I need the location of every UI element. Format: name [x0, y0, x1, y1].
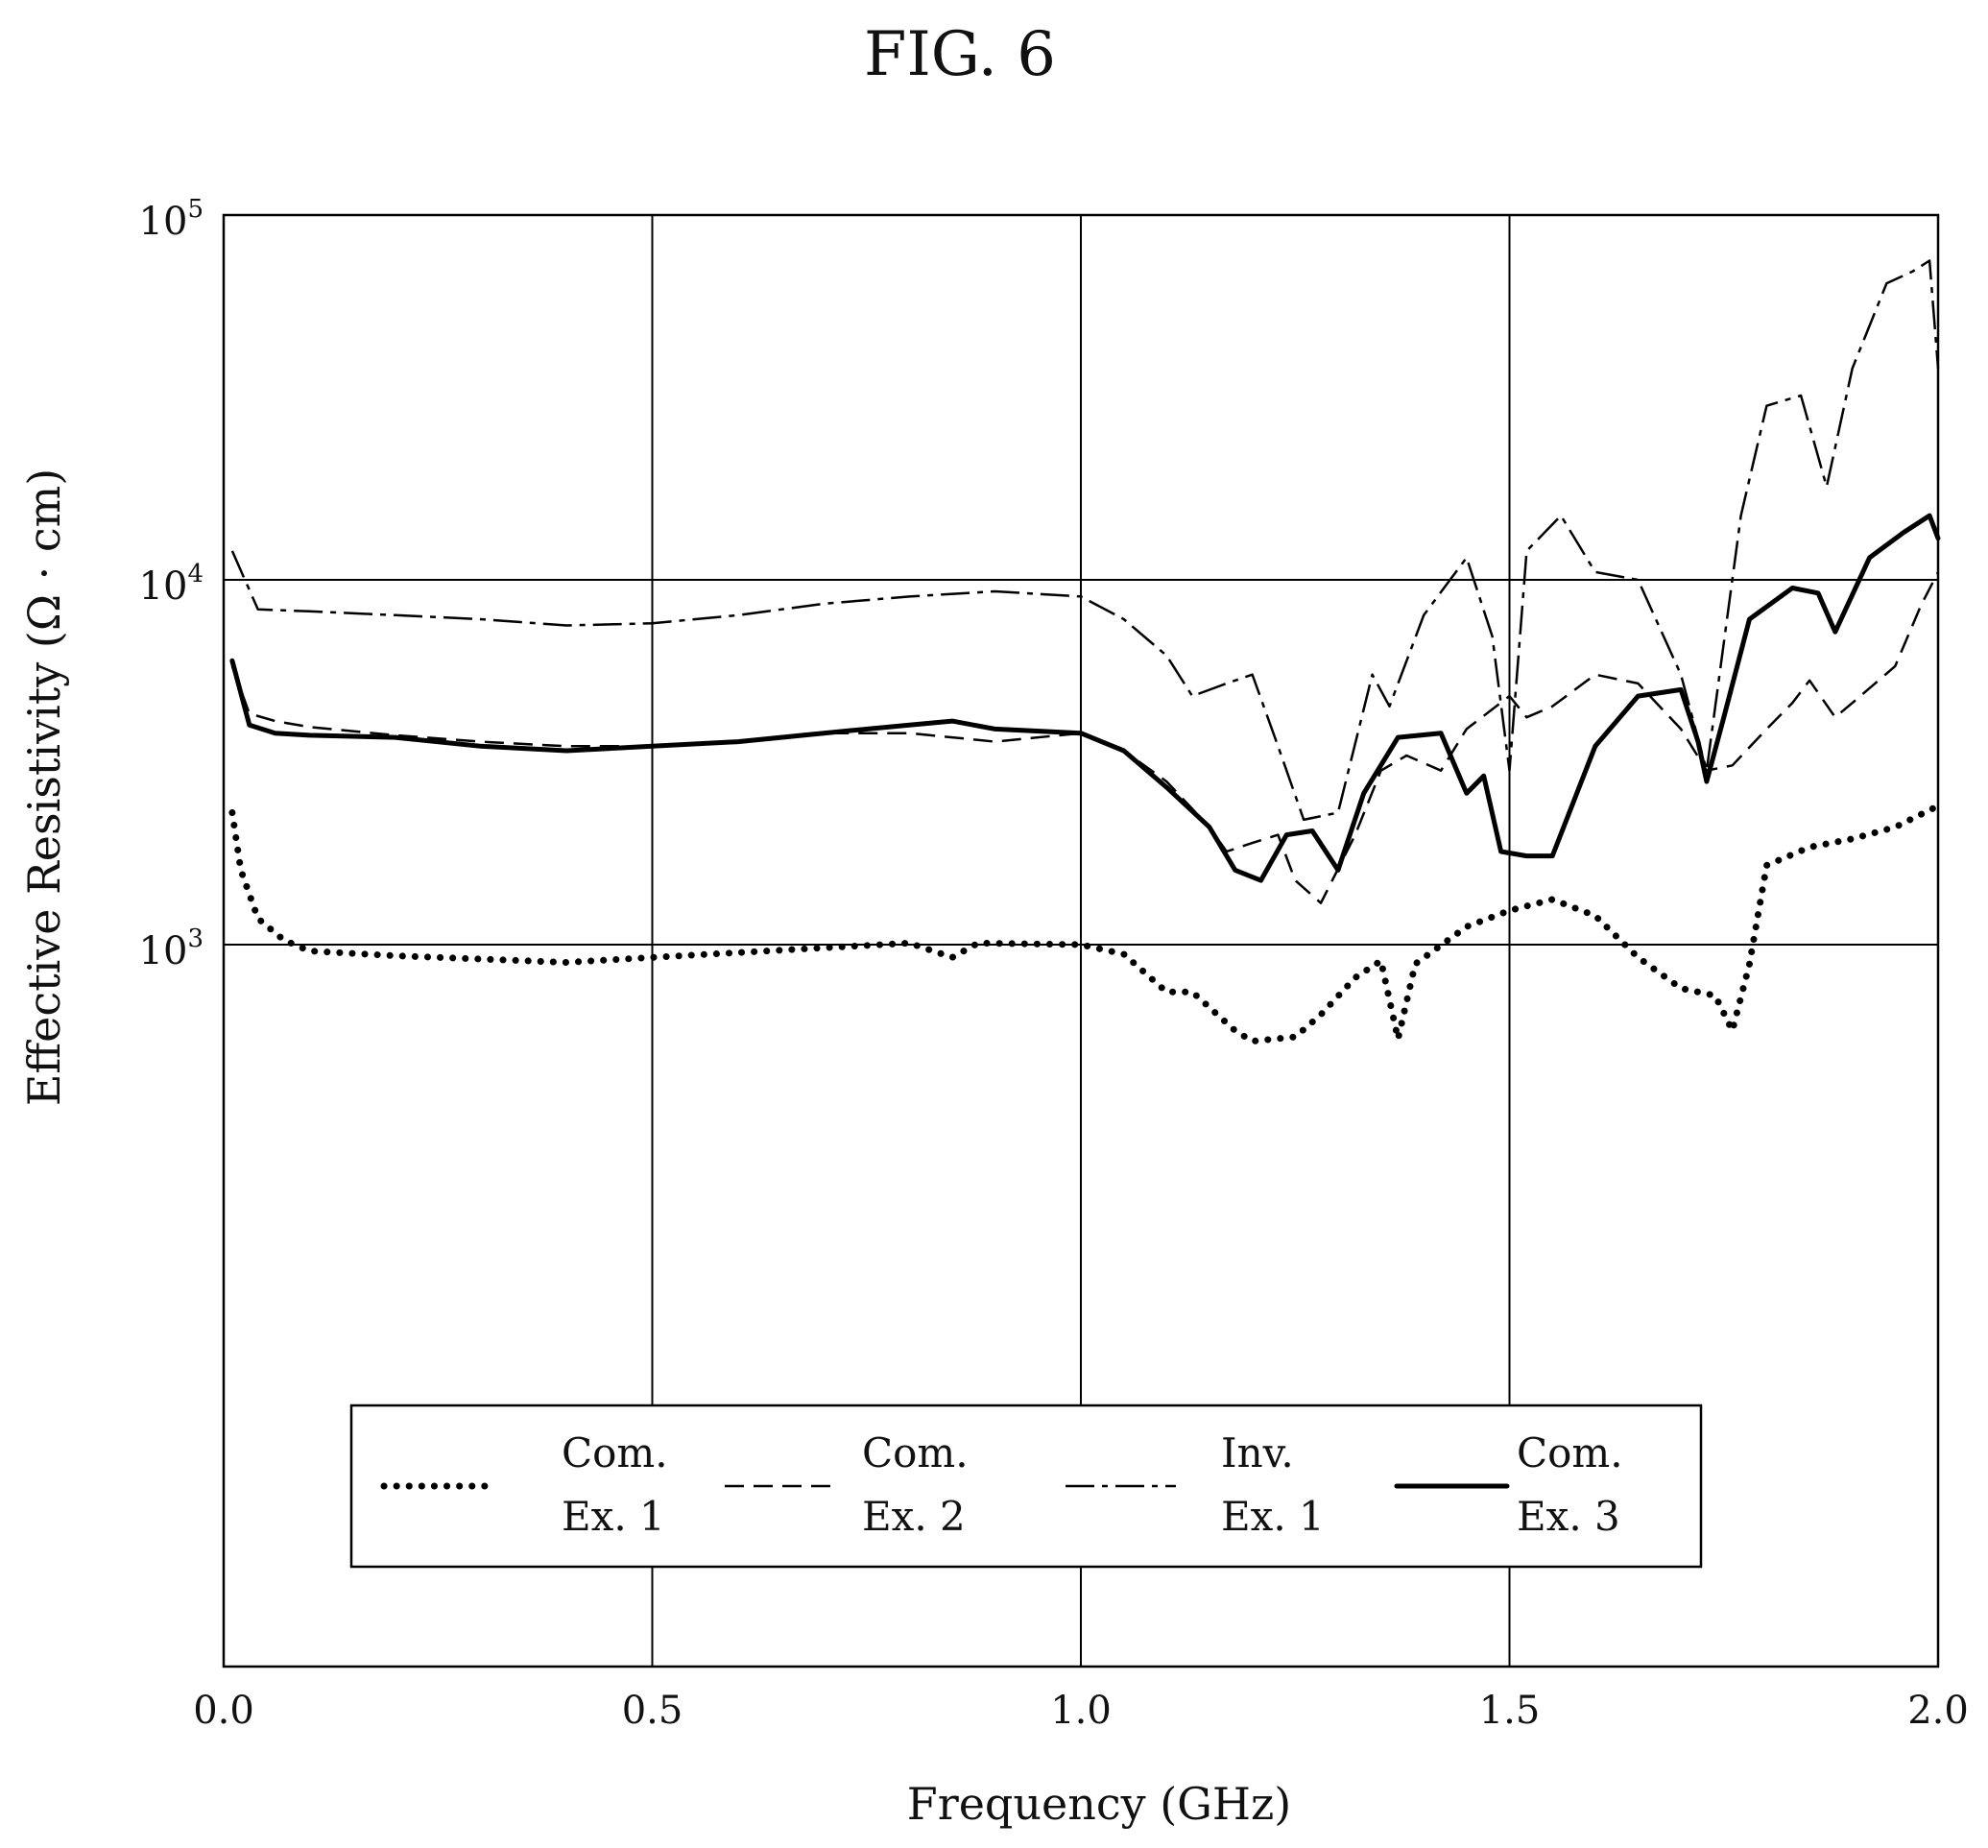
- plot-frame: [222, 213, 1940, 1668]
- legend-label-com-ex-3-line-2: Ex. 3: [1517, 1493, 1620, 1540]
- y-tick-label-0: 105: [139, 195, 204, 244]
- legend-label-com-ex-2-line-2: Ex. 2: [862, 1493, 966, 1540]
- series-line-com-ex-1: [228, 803, 1942, 1045]
- legend-label-inv-ex-1-line-1: Inv.: [1221, 1429, 1294, 1476]
- legend-label-com-ex-1-line-2: Ex. 1: [562, 1493, 665, 1540]
- legend-label-com-ex-3-line-1: Com.: [1517, 1429, 1623, 1476]
- x-tick-label-1: 0.5: [622, 1689, 683, 1733]
- series-line-com-ex-3: [229, 513, 1941, 883]
- legend-label-com-ex-1-line-1: Com.: [562, 1429, 668, 1476]
- series-group: [228, 259, 1942, 1045]
- series-line-com-ex-2: [230, 571, 1940, 904]
- x-tick-label-2: 1.0: [1050, 1689, 1112, 1733]
- y-tick-label-2: 103: [139, 924, 204, 973]
- legend: Com. Ex. 1 Com. Ex. 2 Inv. Ex. 1 Com. Ex. 3: [349, 1404, 1703, 1569]
- x-tick-label-3: 1.5: [1479, 1689, 1541, 1733]
- y-tick-labels: 105 104 103: [139, 195, 204, 973]
- series-line-inv-ex-1: [230, 259, 1940, 822]
- x-tick-label-0: 0.0: [193, 1689, 254, 1733]
- x-tick-labels: 0.0 0.5 1.0 1.5 2.0: [193, 1689, 1969, 1733]
- y-axis-label: Effective Resistivity (Ω · cm): [18, 468, 70, 1106]
- x-tick-label-4: 2.0: [1907, 1689, 1969, 1733]
- legend-label-inv-ex-1-line-2: Ex. 1: [1221, 1493, 1325, 1540]
- x-axis-label: Frequency (GHz): [907, 1778, 1291, 1830]
- legend-label-com-ex-2-line-1: Com.: [862, 1429, 969, 1476]
- y-tick-label-1: 104: [139, 560, 204, 609]
- figure-title: FIG. 6: [864, 19, 1056, 90]
